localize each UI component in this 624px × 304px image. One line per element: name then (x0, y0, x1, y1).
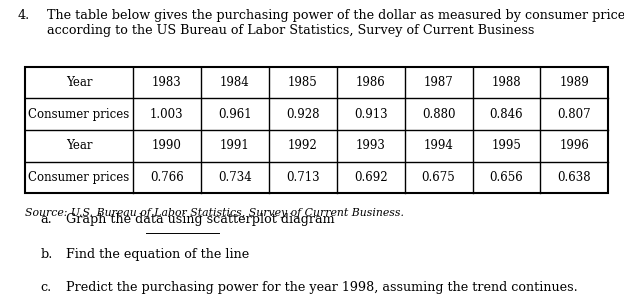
Text: 1990: 1990 (152, 139, 182, 152)
Text: 0.713: 0.713 (286, 171, 319, 184)
Text: The table below gives the purchasing power of the dollar as measured by consumer: The table below gives the purchasing pow… (47, 9, 624, 37)
Text: 0.675: 0.675 (422, 171, 456, 184)
Text: 1996: 1996 (560, 139, 590, 152)
Text: 1.003: 1.003 (150, 108, 183, 121)
Text: 1987: 1987 (424, 76, 454, 89)
Text: Consumer prices: Consumer prices (28, 108, 130, 121)
Text: 1984: 1984 (220, 76, 250, 89)
Text: 1995: 1995 (492, 139, 522, 152)
Text: 0.766: 0.766 (150, 171, 183, 184)
Text: 1989: 1989 (560, 76, 589, 89)
Text: 0.638: 0.638 (558, 171, 592, 184)
Text: 4.: 4. (17, 9, 30, 22)
Text: 1986: 1986 (356, 76, 386, 89)
Text: 0.656: 0.656 (490, 171, 524, 184)
Text: 0.807: 0.807 (558, 108, 592, 121)
Text: 0.846: 0.846 (490, 108, 524, 121)
Text: Find the equation of the line: Find the equation of the line (66, 248, 249, 261)
Text: Consumer prices: Consumer prices (28, 171, 130, 184)
Text: 0.928: 0.928 (286, 108, 319, 121)
Text: Source: U.S. Bureau of Labor Statistics, Survey of Current Business.: Source: U.S. Bureau of Labor Statistics,… (25, 208, 404, 218)
Text: c.: c. (41, 281, 52, 294)
Text: a.: a. (41, 213, 52, 226)
Text: 0.913: 0.913 (354, 108, 388, 121)
Text: 0.961: 0.961 (218, 108, 251, 121)
Text: 1992: 1992 (288, 139, 318, 152)
Text: 1991: 1991 (220, 139, 250, 152)
Text: Predict the purchasing power for the year 1998, assuming the trend continues.: Predict the purchasing power for the yea… (66, 281, 577, 294)
Text: Graph the data using scatterplot diagram: Graph the data using scatterplot diagram (66, 213, 334, 226)
Text: 0.734: 0.734 (218, 171, 251, 184)
Text: Year: Year (66, 139, 92, 152)
Text: 1994: 1994 (424, 139, 454, 152)
Text: 1985: 1985 (288, 76, 318, 89)
Text: 0.880: 0.880 (422, 108, 456, 121)
Text: b.: b. (41, 248, 53, 261)
Text: Year: Year (66, 76, 92, 89)
Text: 0.692: 0.692 (354, 171, 388, 184)
Text: 1993: 1993 (356, 139, 386, 152)
Text: 1988: 1988 (492, 76, 521, 89)
Text: 1983: 1983 (152, 76, 182, 89)
